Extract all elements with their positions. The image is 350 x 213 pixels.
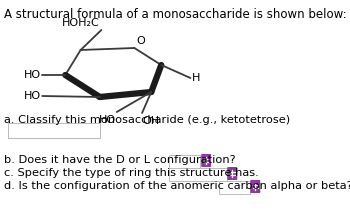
FancyBboxPatch shape xyxy=(250,180,260,193)
Text: HO: HO xyxy=(23,91,41,101)
FancyBboxPatch shape xyxy=(201,154,211,167)
Text: OH: OH xyxy=(143,116,160,126)
Text: H: H xyxy=(192,73,200,83)
Text: HO: HO xyxy=(23,70,41,80)
Text: d. Is the configuration of the anomeric carbon alpha or beta?: d. Is the configuration of the anomeric … xyxy=(4,181,350,191)
Text: b. Does it have the D or L configuration?: b. Does it have the D or L configuration… xyxy=(4,155,236,165)
Text: A structural formula of a monosaccharide is shown below:: A structural formula of a monosaccharide… xyxy=(4,8,346,21)
Text: HO: HO xyxy=(99,115,116,125)
Text: HOH₂C: HOH₂C xyxy=(62,18,100,28)
Bar xyxy=(8,123,100,138)
Bar xyxy=(219,181,250,194)
Bar xyxy=(169,155,199,168)
Bar xyxy=(169,168,226,181)
Text: O: O xyxy=(137,36,146,46)
Text: a. Classify this monosaccharide (e.g., ketotetrose): a. Classify this monosaccharide (e.g., k… xyxy=(4,115,290,125)
Text: c. Specify the type of ring this structure has.: c. Specify the type of ring this structu… xyxy=(4,168,259,178)
FancyBboxPatch shape xyxy=(227,167,237,180)
